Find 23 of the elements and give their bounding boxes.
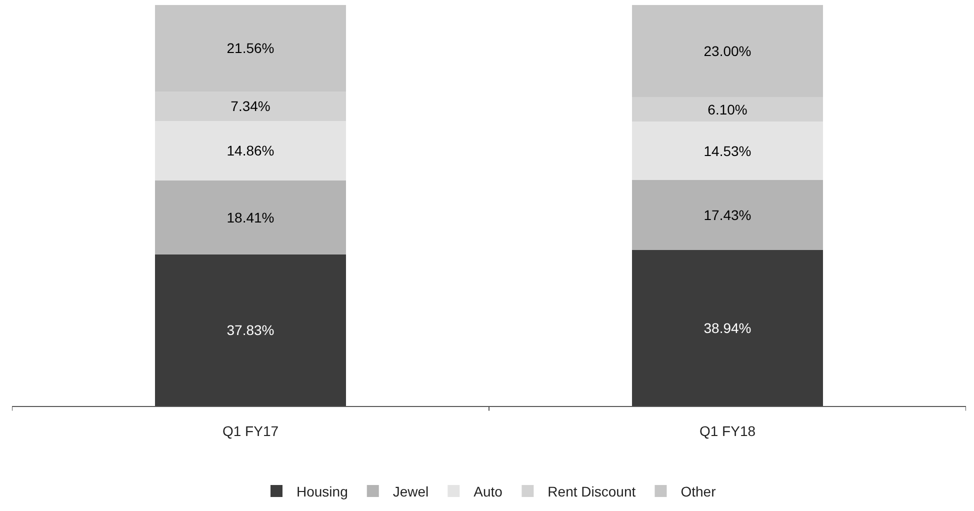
legend-label: Jewel	[392, 483, 429, 500]
bar	[155, 120, 346, 180]
data-label: 17.43%	[704, 206, 752, 223]
bar	[155, 254, 346, 406]
data-label: 21.56%	[226, 40, 274, 56]
x-tick-label: Q1 FY17	[222, 422, 279, 439]
bar	[155, 180, 346, 254]
legend-label: Housing	[296, 483, 348, 500]
bar	[632, 180, 823, 250]
data-label: 23.00%	[704, 43, 752, 60]
x-tick-label: Q1 FY18	[699, 422, 756, 439]
legend-label: Auto	[474, 483, 503, 500]
data-label: 38.94%	[704, 320, 752, 336]
bar	[632, 250, 823, 406]
legend-label: Rent Discount	[548, 483, 636, 500]
bar	[632, 122, 823, 180]
data-label: 14.86%	[226, 142, 274, 159]
data-label: 7.34%	[230, 98, 270, 114]
data-label: 37.83%	[226, 322, 274, 338]
data-label: 6.10%	[708, 101, 748, 118]
legend-label: Other	[680, 483, 716, 500]
data-label: 14.53%	[704, 142, 752, 159]
data-label: 18.41%	[226, 209, 274, 226]
